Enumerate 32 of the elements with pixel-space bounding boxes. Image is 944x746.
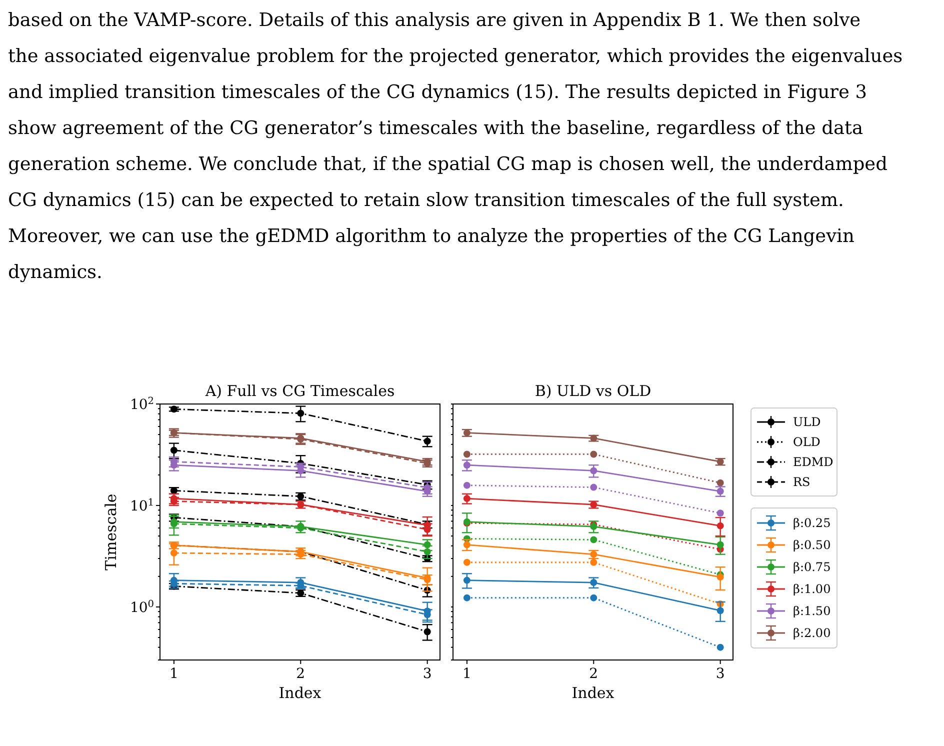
text: generation scheme. We conclude that, if the spatial CG map is chosen well, the underdamped [8, 154, 888, 175]
legend-label: β:0.50 [793, 538, 831, 552]
chart-title: A) Full vs CG Timescales [204, 382, 395, 400]
x-tick-label: 2 [296, 666, 306, 682]
y-tick-label: 10$^{2}$ [130, 396, 154, 413]
x-tick-label: 1 [169, 666, 178, 682]
text: CG dynamics (15) can be expected to retain slow transition timescales of the full system. [8, 190, 844, 211]
x-axis-title: Index [278, 684, 322, 702]
legend-label: EDMD [793, 455, 834, 469]
text: the associated eigenvalue problem for the projected generator, which provides the eigenvalues [8, 46, 903, 67]
x-tick-label: 2 [589, 666, 598, 682]
text: show agreement of the CG generator’s timescales with the baseline, regardless of the data [8, 118, 864, 139]
legend-label: RS [793, 475, 810, 489]
text: Moreover, we can use the gEDMD algorithm to analyze the properties of the CG Langevin [8, 226, 854, 247]
x-tick-label: 3 [716, 666, 725, 682]
text: based on the VAMP-score. Details of this analysis are given in Appendix B 1. We then solve [8, 10, 861, 31]
y-axis-title: Timescale [102, 494, 120, 570]
y-tick-label: 10$^{0}$ [130, 598, 154, 616]
legend-label: ULD [793, 415, 821, 429]
legend-label: β:1.50 [793, 604, 831, 618]
legend-label: β:2.00 [793, 626, 831, 640]
text: dynamics. [8, 262, 102, 283]
y-tick-label: 10$^{1}$ [130, 496, 154, 514]
chart-title: B) ULD vs OLD [534, 382, 652, 400]
x-tick-label: 3 [422, 666, 432, 682]
legend-label: β:0.75 [793, 560, 831, 574]
legend-label: OLD [793, 435, 820, 449]
x-tick-label: 1 [462, 666, 472, 682]
text: and implied transition timescales of the CG dynamics (15). The results depicted in Figure 3 [8, 82, 868, 103]
legend-label: β:0.25 [793, 516, 831, 530]
legend-label: β:1.00 [793, 582, 831, 596]
x-axis-title: Index [572, 684, 615, 702]
